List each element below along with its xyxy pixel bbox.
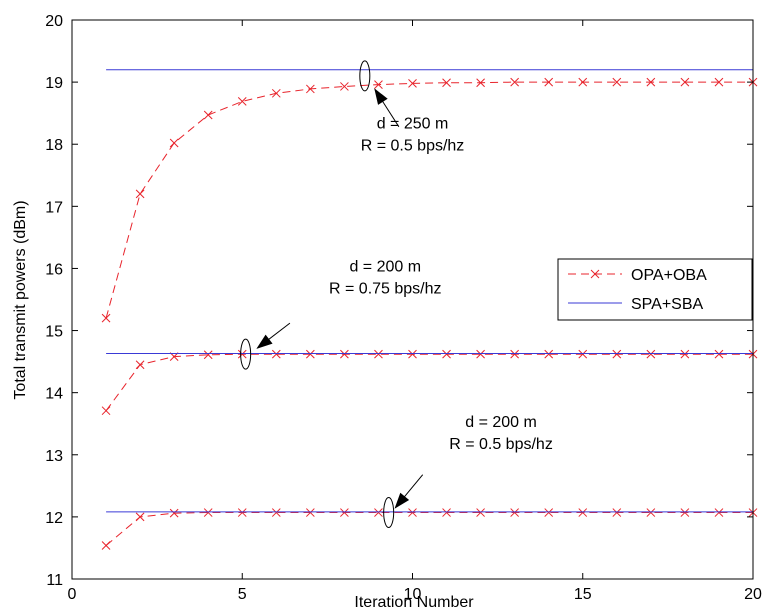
data-point	[340, 508, 349, 517]
x-tick-label: 0	[68, 586, 77, 603]
annotation-ellipse	[240, 338, 252, 370]
x-axis-title: Iteration Number	[354, 594, 474, 611]
data-point	[237, 97, 247, 106]
data-point	[476, 349, 485, 359]
annotation-0: d = 250 m R = 0.5 bps/hz	[359, 60, 465, 155]
data-point	[612, 349, 622, 359]
y-tick-label: 14	[45, 386, 63, 403]
data-point	[476, 78, 485, 88]
data-point	[578, 508, 588, 517]
data-point	[714, 77, 724, 87]
annotation-ellipse	[359, 60, 371, 92]
annotation-arrow-head	[394, 492, 410, 509]
data-point	[646, 77, 656, 87]
y-tick-label: 15	[45, 324, 63, 341]
data-point	[646, 349, 656, 359]
data-point	[646, 508, 656, 517]
annotation-distance: d = 200 m	[349, 259, 421, 276]
y-axis-title: Total transmit powers (dBm)	[12, 200, 29, 399]
annotation-arrow-head	[256, 334, 273, 349]
data-point	[442, 508, 451, 517]
data-point	[135, 360, 145, 370]
data-point	[101, 313, 111, 323]
data-point	[680, 508, 690, 517]
data-point	[169, 138, 179, 148]
data-point	[408, 508, 417, 517]
y-tick-label: 11	[46, 572, 63, 589]
x-tick-label: 10	[404, 586, 422, 603]
data-point	[408, 349, 417, 359]
data-point	[305, 349, 315, 359]
data-point	[680, 349, 690, 359]
y-tick-label: 19	[45, 75, 63, 92]
data-point	[135, 512, 145, 522]
x-tick-label: 5	[238, 586, 247, 603]
data-point	[135, 189, 145, 199]
legend-marker-opa-oba	[590, 269, 600, 279]
data-point	[544, 349, 554, 359]
data-point	[340, 349, 349, 359]
data-point	[578, 77, 588, 87]
data-point	[305, 508, 315, 517]
annotation-rate: R = 0.75 bps/hz	[329, 281, 442, 298]
data-point	[237, 508, 247, 517]
annotation-rate: R = 0.5 bps/hz	[449, 436, 553, 453]
y-tick-label: 18	[45, 137, 63, 154]
data-point	[374, 80, 383, 89]
data-point	[510, 349, 520, 359]
data-point	[203, 508, 213, 517]
data-point	[510, 508, 520, 517]
data-point	[680, 77, 690, 87]
data-point	[271, 88, 281, 98]
data-point	[101, 406, 111, 416]
legend-box	[557, 258, 753, 321]
data-point	[612, 508, 622, 517]
annotation-arrow-head	[374, 88, 388, 105]
data-point	[340, 82, 349, 91]
x-tick-label: 20	[744, 586, 762, 603]
y-tick-label: 13	[45, 448, 63, 465]
data-point	[476, 508, 485, 517]
x-tick-label: 15	[574, 586, 592, 603]
data-point	[203, 350, 213, 360]
legend-label-opa-oba: OPA+OBA	[631, 267, 707, 284]
data-point	[714, 349, 724, 359]
annotation-distance: d = 200 m	[465, 414, 537, 431]
annotation-rate: R = 0.5 bps/hz	[361, 138, 465, 155]
series-line-0	[105, 81, 753, 319]
annotation-distance: d = 250 m	[377, 116, 449, 133]
data-point	[544, 77, 554, 87]
data-point	[714, 508, 724, 517]
annotation-2: d = 200 m R = 0.5 bps/hz	[383, 414, 553, 529]
annotation-ellipse	[383, 497, 395, 529]
series-line-4	[105, 512, 753, 546]
data-point	[374, 508, 383, 517]
annotation-1: d = 200 m R = 0.75 bps/hz	[240, 259, 442, 370]
data-point	[271, 349, 281, 359]
data-point	[237, 349, 247, 359]
data-point	[442, 349, 451, 359]
data-point	[442, 78, 451, 88]
data-point	[305, 84, 315, 94]
data-point	[271, 508, 281, 517]
data-point	[612, 77, 622, 87]
data-point	[408, 78, 417, 88]
data-point	[374, 349, 383, 359]
data-point	[510, 77, 520, 87]
data-point	[203, 110, 213, 120]
data-point	[578, 349, 588, 359]
data-point	[544, 508, 554, 517]
data-point	[101, 541, 111, 550]
y-tick-label: 20	[45, 13, 63, 30]
y-tick-label: 16	[45, 261, 63, 278]
data-point	[169, 508, 179, 518]
series-line-2	[105, 353, 753, 411]
y-tick-label: 12	[45, 510, 63, 527]
y-tick-label: 17	[45, 199, 63, 216]
legend: OPA+OBA SPA+SBA	[557, 258, 753, 321]
legend-label-spa-sba: SPA+SBA	[631, 296, 704, 313]
